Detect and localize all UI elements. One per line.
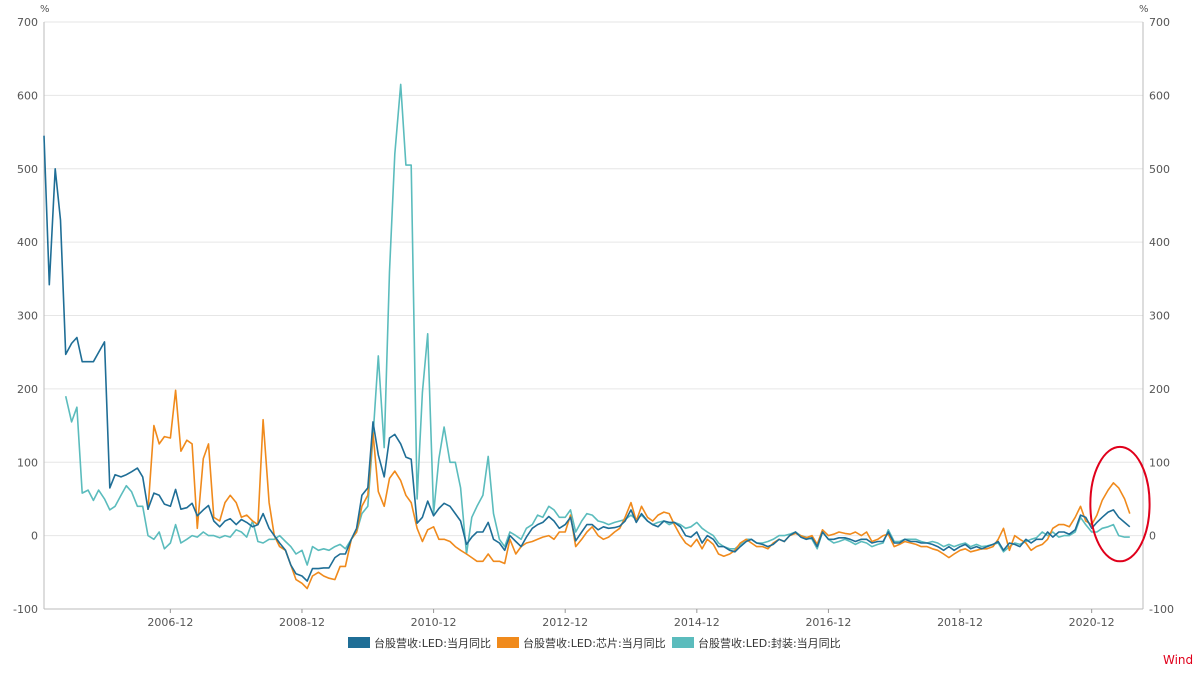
left-y-tick-label: 600: [17, 89, 38, 102]
right-y-tick-label: 700: [1149, 16, 1170, 29]
x-tick-label: 2016-12: [805, 616, 851, 629]
left-y-tick-label: 400: [17, 236, 38, 249]
legend-swatch-led: [348, 637, 370, 648]
x-tick-labels: 2006-12 2008-12 2010-12 2012-12 2014-12 2016-…: [147, 609, 1115, 629]
legend-swatch-led-package: [672, 637, 694, 648]
right-y-tick-label: 400: [1149, 236, 1170, 249]
series-line-led: [43, 135, 1131, 582]
x-tick-label: 2014-12: [674, 616, 720, 629]
left-y-unit: %: [40, 4, 50, 15]
left-y-tick-label: 100: [17, 456, 38, 469]
x-tick-label: 2018-12: [937, 616, 983, 629]
legend-label-led: 台股营收:LED:当月同比: [374, 636, 491, 650]
left-y-tick-label: 200: [17, 383, 38, 396]
right-y-tick-label: 600: [1149, 89, 1170, 102]
left-y-tick-label: -100: [13, 603, 38, 616]
x-tick-label: 2010-12: [411, 616, 457, 629]
legend: 台股营收:LED:当月同比 台股营收:LED:芯片:当月同比 台股营收:LED:…: [348, 636, 841, 650]
x-tick-label: 2020-12: [1069, 616, 1115, 629]
source-label: Wind: [1163, 653, 1193, 667]
right-y-tick-label: 500: [1149, 163, 1170, 176]
legend-item-led-chip[interactable]: 台股营收:LED:芯片:当月同比: [497, 636, 666, 650]
left-y-tick-label: 0: [31, 530, 38, 543]
legend-label-led-chip: 台股营收:LED:芯片:当月同比: [523, 636, 666, 650]
x-tick-label: 2008-12: [279, 616, 325, 629]
x-tick-label: 2006-12: [147, 616, 193, 629]
legend-swatch-led-chip: [497, 637, 519, 648]
x-tick-label: 2012-12: [542, 616, 588, 629]
right-y-tick-label: 200: [1149, 383, 1170, 396]
right-y-tick-label: 0: [1149, 530, 1156, 543]
highlight-ellipse: [1089, 445, 1151, 563]
series-line-led-package: [64, 83, 1130, 566]
legend-label-led-package: 台股营收:LED:封装:当月同比: [698, 636, 841, 650]
legend-item-led-package[interactable]: 台股营收:LED:封装:当月同比: [672, 636, 841, 650]
left-y-tick-label: 500: [17, 163, 38, 176]
right-y-tick-label: -100: [1149, 603, 1174, 616]
series-lines: [43, 83, 1131, 590]
left-y-tick-label: 300: [17, 310, 38, 323]
annotations: [1089, 445, 1151, 563]
right-y-tick-label: 100: [1149, 456, 1170, 469]
left-y-tick-labels: -100 0 100 200 300 400 500 600 700: [13, 16, 38, 616]
right-y-tick-label: 300: [1149, 310, 1170, 323]
left-y-tick-label: 700: [17, 16, 38, 29]
series-line-led-chip: [147, 389, 1131, 590]
legend-item-led[interactable]: 台股营收:LED:当月同比: [348, 636, 491, 650]
right-y-unit: %: [1139, 4, 1149, 15]
right-y-tick-labels: -100 0 100 200 300 400 500 600 700: [1149, 16, 1174, 616]
grid-lines: [44, 21, 1143, 610]
